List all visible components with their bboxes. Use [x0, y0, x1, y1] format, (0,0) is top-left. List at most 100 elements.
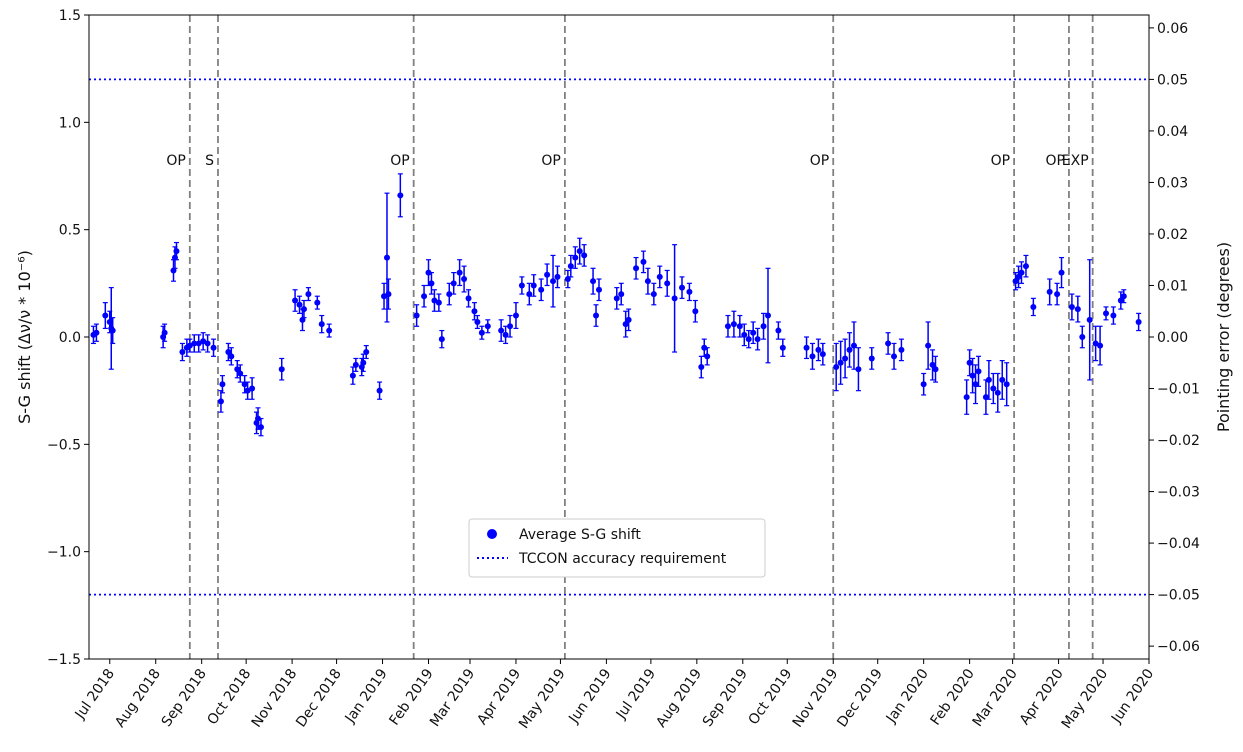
data-point	[478, 329, 485, 336]
y-tick-label-right: −0.06	[1157, 639, 1200, 655]
data-point	[530, 282, 537, 289]
data-point	[173, 248, 180, 255]
event-label: OP	[390, 153, 409, 169]
data-point	[593, 312, 600, 319]
data-point	[428, 280, 435, 287]
data-point	[736, 323, 743, 330]
data-point	[567, 263, 574, 270]
y-tick-label-right: 0.03	[1157, 175, 1188, 191]
data-point	[474, 318, 481, 325]
data-point	[622, 321, 629, 328]
data-point	[842, 355, 849, 362]
y-tick-label-right: −0.05	[1157, 588, 1200, 604]
data-point	[1079, 334, 1086, 340]
data-point	[484, 323, 491, 330]
data-point	[966, 359, 973, 366]
data-point	[435, 299, 442, 306]
y-tick-label-right: −0.04	[1157, 536, 1200, 552]
data-point	[1030, 303, 1037, 310]
data-point	[932, 366, 939, 373]
data-point	[809, 353, 816, 360]
data-point	[1135, 318, 1142, 325]
event-label: OP	[1045, 153, 1064, 169]
event-label: S	[205, 153, 214, 169]
data-point	[498, 327, 505, 334]
data-point	[397, 192, 404, 199]
data-point	[898, 346, 905, 353]
data-point	[456, 269, 463, 276]
data-point	[299, 316, 306, 323]
data-point	[352, 361, 359, 368]
data-point	[237, 370, 244, 377]
data-point	[109, 327, 116, 334]
data-point	[1022, 263, 1029, 270]
data-point	[850, 342, 857, 349]
y-axis-label-left: S-G shift (Δν/ν * 10⁻⁶)	[15, 250, 34, 424]
data-point	[969, 372, 976, 379]
data-point	[613, 295, 620, 302]
data-point	[526, 291, 533, 298]
data-point	[186, 342, 193, 349]
data-point	[891, 353, 898, 360]
data-point	[249, 385, 256, 392]
data-point	[381, 293, 388, 300]
data-point	[595, 286, 602, 293]
legend: Average S-G shift TCCON accuracy require…	[468, 518, 766, 578]
data-point	[819, 351, 826, 358]
data-point	[431, 297, 438, 304]
data-point	[581, 252, 588, 259]
data-point	[1018, 269, 1025, 276]
data-point	[314, 299, 321, 306]
data-point	[438, 336, 445, 343]
y-tick-label-left: 0.0	[59, 330, 81, 346]
data-points	[90, 173, 1142, 437]
data-point	[421, 293, 428, 300]
data-point	[701, 344, 708, 351]
data-point	[704, 353, 711, 360]
data-point	[326, 327, 333, 334]
data-point	[461, 276, 468, 283]
data-point	[982, 394, 989, 401]
data-point	[318, 321, 325, 328]
data-point	[972, 381, 979, 388]
data-point	[102, 312, 109, 319]
data-point	[191, 340, 198, 347]
data-point	[885, 340, 892, 347]
data-point	[1074, 306, 1081, 313]
data-point	[692, 308, 699, 315]
data-point	[471, 308, 478, 315]
data-point	[730, 321, 737, 328]
event-label: OP	[810, 153, 829, 169]
data-point	[975, 368, 982, 375]
event-label: OP	[166, 153, 185, 169]
data-point	[518, 282, 525, 289]
data-point	[803, 344, 810, 351]
data-point	[686, 288, 693, 295]
y-tick-label-left: 0.5	[59, 223, 81, 239]
data-point	[550, 278, 557, 285]
legend-label-average-sg-shift: Average S-G shift	[519, 527, 641, 543]
data-point	[572, 254, 579, 261]
data-point	[846, 346, 853, 353]
y-tick-label-left: 1.5	[59, 8, 81, 24]
data-point	[179, 349, 186, 356]
data-point	[990, 385, 997, 392]
data-point	[225, 349, 232, 356]
data-point	[1015, 273, 1022, 280]
data-point	[204, 340, 211, 347]
data-point	[698, 364, 705, 371]
data-point	[1068, 303, 1075, 310]
data-point	[349, 372, 356, 379]
y-tick-label-right: 0.06	[1157, 21, 1188, 37]
data-point	[745, 336, 752, 343]
event-label: EXP	[1062, 153, 1089, 169]
data-point	[760, 323, 767, 330]
data-point	[383, 254, 390, 261]
data-point	[994, 389, 1001, 396]
data-point	[925, 342, 932, 349]
data-point	[1097, 342, 1104, 349]
y-axis-label-right: Pointing error (degrees)	[1214, 242, 1233, 432]
data-point	[920, 381, 927, 388]
data-point	[376, 387, 383, 394]
data-point	[679, 284, 686, 291]
